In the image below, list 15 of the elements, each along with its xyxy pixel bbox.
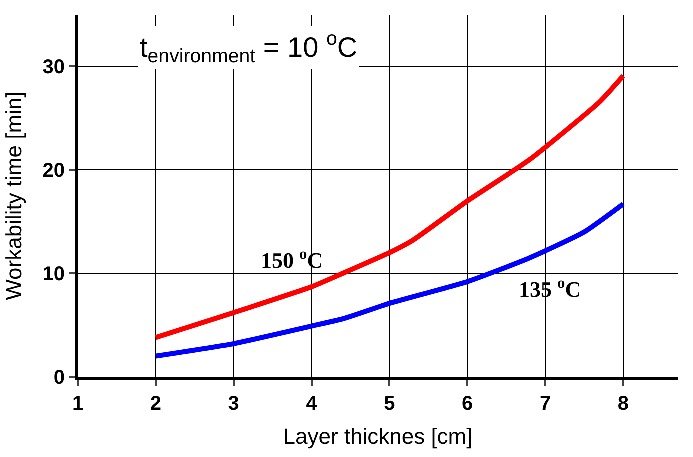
x-tick-label: 3 xyxy=(228,393,240,415)
x-tick-label: 2 xyxy=(150,393,162,415)
y-tick-label: 0 xyxy=(54,367,65,389)
x-tick-label: 6 xyxy=(462,393,474,415)
x-tick-label: 4 xyxy=(306,393,318,415)
x-tick-label: 1 xyxy=(72,393,84,415)
x-axis-title: Layer thicknes [cm] xyxy=(283,424,473,449)
y-tick-label: 30 xyxy=(42,56,65,79)
text: t$_{environment}$ = 10 $^{o}$C xyxy=(140,28,358,68)
x-tick-label: 5 xyxy=(384,393,396,415)
y-tick-label: 10 xyxy=(42,264,65,286)
x-tick-label: 8 xyxy=(618,393,630,415)
y-tick-label: 20 xyxy=(42,160,65,182)
x-tick-label: 7 xyxy=(540,393,552,415)
y-axis-title: Workability time [min] xyxy=(2,92,27,300)
